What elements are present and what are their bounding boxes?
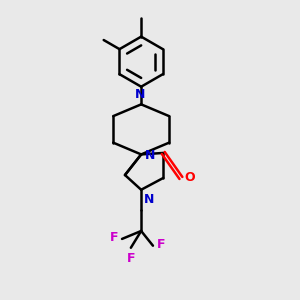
- Text: N: N: [144, 193, 154, 206]
- Text: N: N: [145, 149, 155, 162]
- Text: O: O: [185, 171, 195, 184]
- Text: N: N: [134, 88, 145, 100]
- Text: F: F: [127, 252, 135, 265]
- Text: F: F: [157, 238, 165, 251]
- Text: F: F: [110, 231, 118, 244]
